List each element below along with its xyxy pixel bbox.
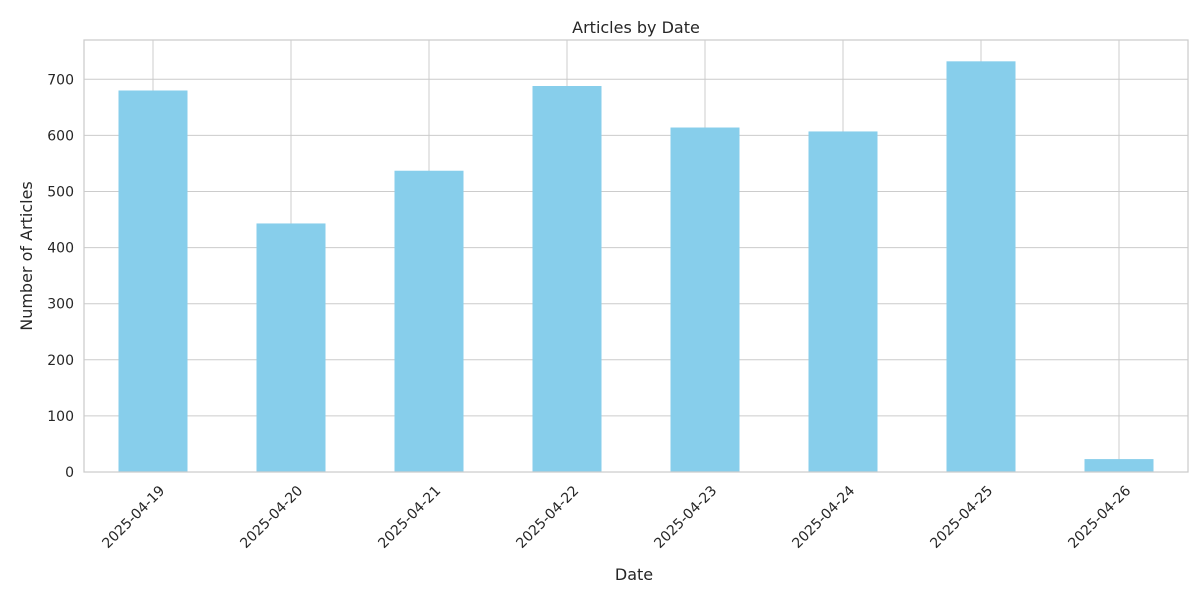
x-tick-label: 2025-04-25 <box>927 483 996 552</box>
x-tick-label: 2025-04-23 <box>651 483 720 552</box>
y-tick-label: 500 <box>47 184 74 200</box>
y-axis-title: Number of Articles <box>17 181 36 331</box>
y-tick-label: 300 <box>47 297 74 313</box>
x-tick-label: 2025-04-21 <box>375 483 444 552</box>
bar-2025-04-20 <box>256 223 326 472</box>
bar-2025-04-24 <box>808 131 878 473</box>
bar-layer <box>118 61 1154 473</box>
x-tick-label: 2025-04-19 <box>99 483 168 552</box>
x-tick-labels: 2025-04-19 2025-04-20 2025-04-21 2025-04-22… <box>99 483 1134 552</box>
y-tick-labels: 0 100 200 300 400 500 600 700 <box>47 72 74 481</box>
plot-frame <box>83 39 1189 473</box>
bar-2025-04-23 <box>670 127 740 472</box>
bar-2025-04-26 <box>1084 459 1154 472</box>
bar-2025-04-19 <box>118 90 188 473</box>
x-tick-label: 2025-04-26 <box>1065 483 1134 552</box>
bar-2025-04-25 <box>946 61 1016 472</box>
x-axis-title: Date <box>615 565 653 584</box>
y-tick-label: 400 <box>47 241 74 257</box>
y-tick-label: 0 <box>65 465 74 481</box>
y-tick-label: 600 <box>47 128 74 144</box>
bar-2025-04-22 <box>532 86 602 473</box>
grid-layer <box>84 40 1188 473</box>
y-tick-label: 700 <box>47 72 74 88</box>
y-tick-label: 200 <box>47 353 74 369</box>
x-tick-label: 2025-04-20 <box>237 483 306 552</box>
x-tick-label: 2025-04-24 <box>789 483 858 552</box>
bar-2025-04-21 <box>394 170 464 472</box>
y-tick-label: 100 <box>47 409 74 425</box>
x-tick-label: 2025-04-22 <box>513 483 582 552</box>
chart-title: Articles by Date <box>572 18 700 37</box>
